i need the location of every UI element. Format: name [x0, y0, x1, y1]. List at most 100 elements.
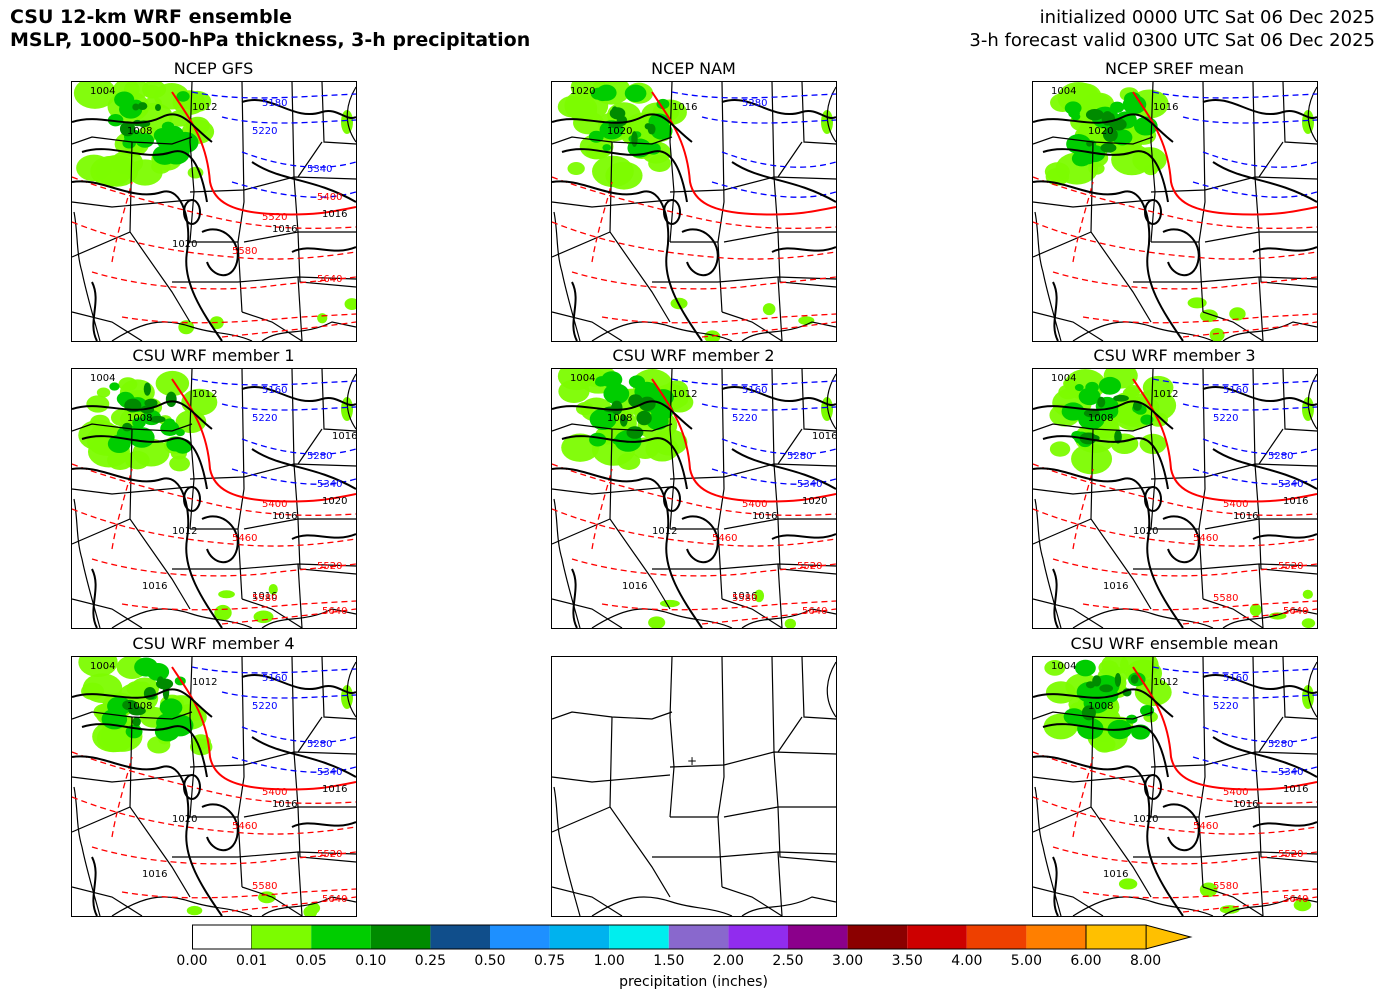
mslp-label: 1008: [1088, 413, 1113, 424]
thickness-label: 5640: [317, 274, 342, 285]
precip-colorbar: [192, 924, 1193, 950]
panel-title: CSU WRF member 4: [132, 634, 295, 653]
mslp-label: 1004: [90, 373, 115, 384]
colorbar-tick-label: 6.00: [1070, 953, 1102, 969]
thickness-label: 5400: [262, 787, 287, 798]
panel-title: NCEP SREF mean: [1104, 59, 1245, 78]
thickness-label: 5280: [307, 451, 332, 462]
colorbar-segment: [370, 925, 431, 949]
thickness-5400-line: [651, 378, 836, 503]
colorbar-tick-label: 1.00: [593, 953, 625, 969]
panel-title: CSU WRF ensemble mean: [1070, 634, 1279, 653]
thickness-label: 5460: [712, 533, 737, 544]
init-time: initialized 0000 UTC Sat 06 Dec 2025: [1039, 7, 1375, 28]
thickness-label: 5400: [1223, 499, 1248, 510]
mslp-label: 1016: [622, 581, 647, 592]
colorbar-tick-label: 2.00: [712, 953, 744, 969]
thickness-label: 5220: [1213, 413, 1238, 424]
mslp-label: 1016: [1103, 869, 1128, 880]
thickness-label: 5400: [1223, 787, 1248, 798]
figure-title-line1: CSU 12-km WRF ensemble: [10, 6, 292, 28]
map-panel: 1004 1020 1016: [1032, 81, 1318, 342]
thickness-label: 5160: [1223, 385, 1248, 396]
state-boundaries: [552, 657, 836, 916]
mslp-contours: [1033, 386, 1317, 628]
mslp-label: 1016: [252, 591, 277, 602]
mslp-contours: [1033, 99, 1317, 341]
thickness-label: 5180: [262, 98, 287, 109]
map-panel: 1004 1008 1012 1016 1020 1016 1016 5160 5220 5280…: [71, 656, 357, 917]
thickness-5400-line: [1132, 666, 1317, 791]
mslp-label: 1008: [127, 413, 152, 424]
precip-field: [1043, 657, 1314, 914]
map-panel: 1020 1020 1016 5280: [551, 81, 837, 342]
mslp-contours: [72, 99, 356, 341]
mslp-label: 1004: [1051, 373, 1076, 384]
mslp-label: 1020: [1133, 814, 1158, 825]
thickness-5400-line: [171, 91, 356, 216]
figure-title: CSU 12-km WRF ensemble MSLP, 1000–500-hP…: [10, 6, 530, 52]
colorbar-tick-label: 5.00: [1010, 953, 1042, 969]
mslp-label: 1012: [672, 389, 697, 400]
mslp-label: 1016: [332, 431, 356, 442]
colorbar-tick-label: 3.00: [832, 953, 864, 969]
state-boundaries: [1033, 369, 1317, 628]
thickness-label: 5280: [787, 451, 812, 462]
thickness-label: 5340: [317, 767, 342, 778]
thickness-contours: [72, 91, 356, 338]
precip-field: [1044, 82, 1314, 341]
thickness-label: 5460: [1193, 533, 1218, 544]
precip-field: [78, 657, 353, 916]
colorbar-segment: [430, 925, 490, 949]
thickness-label: 5640: [322, 894, 347, 905]
thickness-label: 5580: [1213, 881, 1238, 892]
mslp-label: 1016: [1233, 511, 1258, 522]
mslp-label: 1008: [127, 701, 152, 712]
valid-time: 3-h forecast valid 0300 UTC Sat 06 Dec 2…: [969, 30, 1375, 51]
colorbar-segment: [1085, 924, 1193, 950]
mslp-label: 1004: [570, 373, 595, 384]
mslp-label: 1020: [570, 86, 595, 97]
colorbar-segment: [788, 925, 848, 949]
thickness-5400-line: [651, 91, 836, 216]
mslp-label: 1012: [172, 526, 197, 537]
mslp-label: 1008: [127, 126, 152, 137]
thickness-contours: [1033, 91, 1317, 338]
colorbar-segment: [609, 925, 669, 949]
map-svg: 1004 1008 1012 1016 1020 1016 5180 5220 5340 5400…: [72, 82, 356, 341]
thickness-label: 5460: [1193, 821, 1218, 832]
mslp-contours: [552, 99, 836, 341]
colorbar-tick-label: 4.00: [951, 953, 983, 969]
colorbar-tick-label: 0.50: [474, 953, 506, 969]
thickness-label: 5640: [322, 606, 347, 617]
thickness-label: 5220: [252, 413, 277, 424]
thickness-label: 5340: [1278, 767, 1303, 778]
colorbar-tick-label: 0.75: [534, 953, 566, 969]
colorbar-tick-label: 0.01: [236, 953, 268, 969]
mslp-label: 1016: [272, 224, 297, 235]
figure-timestamps: initialized 0000 UTC Sat 06 Dec 2025 3-h…: [969, 6, 1375, 52]
colorbar-tick-label: 1.50: [653, 953, 685, 969]
thickness-label: 5520: [797, 561, 822, 572]
mslp-label: 1004: [1051, 661, 1076, 672]
mslp-label: 1012: [192, 102, 217, 113]
mslp-label: 1020: [1088, 126, 1113, 137]
thickness-label: 5280: [742, 98, 767, 109]
mslp-label: 1016: [1153, 102, 1178, 113]
thickness-label: 5280: [1268, 739, 1293, 750]
thickness-label: 5160: [1223, 673, 1248, 684]
colorbar-segment: [1026, 925, 1086, 949]
colorbar-tick-label: 0.25: [414, 953, 446, 969]
thickness-label: 5580: [732, 593, 757, 604]
thickness-label: 5640: [802, 606, 827, 617]
thickness-label: 5220: [252, 701, 277, 712]
mslp-label: 1016: [672, 102, 697, 113]
map-svg: 1004 1020 1016: [1033, 82, 1317, 341]
panel-title: NCEP GFS: [173, 59, 254, 78]
colorbar-segment: [728, 925, 788, 949]
panel-title: CSU WRF member 2: [612, 346, 775, 365]
mslp-label: 1016: [1283, 784, 1308, 795]
colorbar-frame: [192, 924, 1147, 950]
thickness-label: 5460: [232, 533, 257, 544]
mslp-label: 1008: [607, 413, 632, 424]
